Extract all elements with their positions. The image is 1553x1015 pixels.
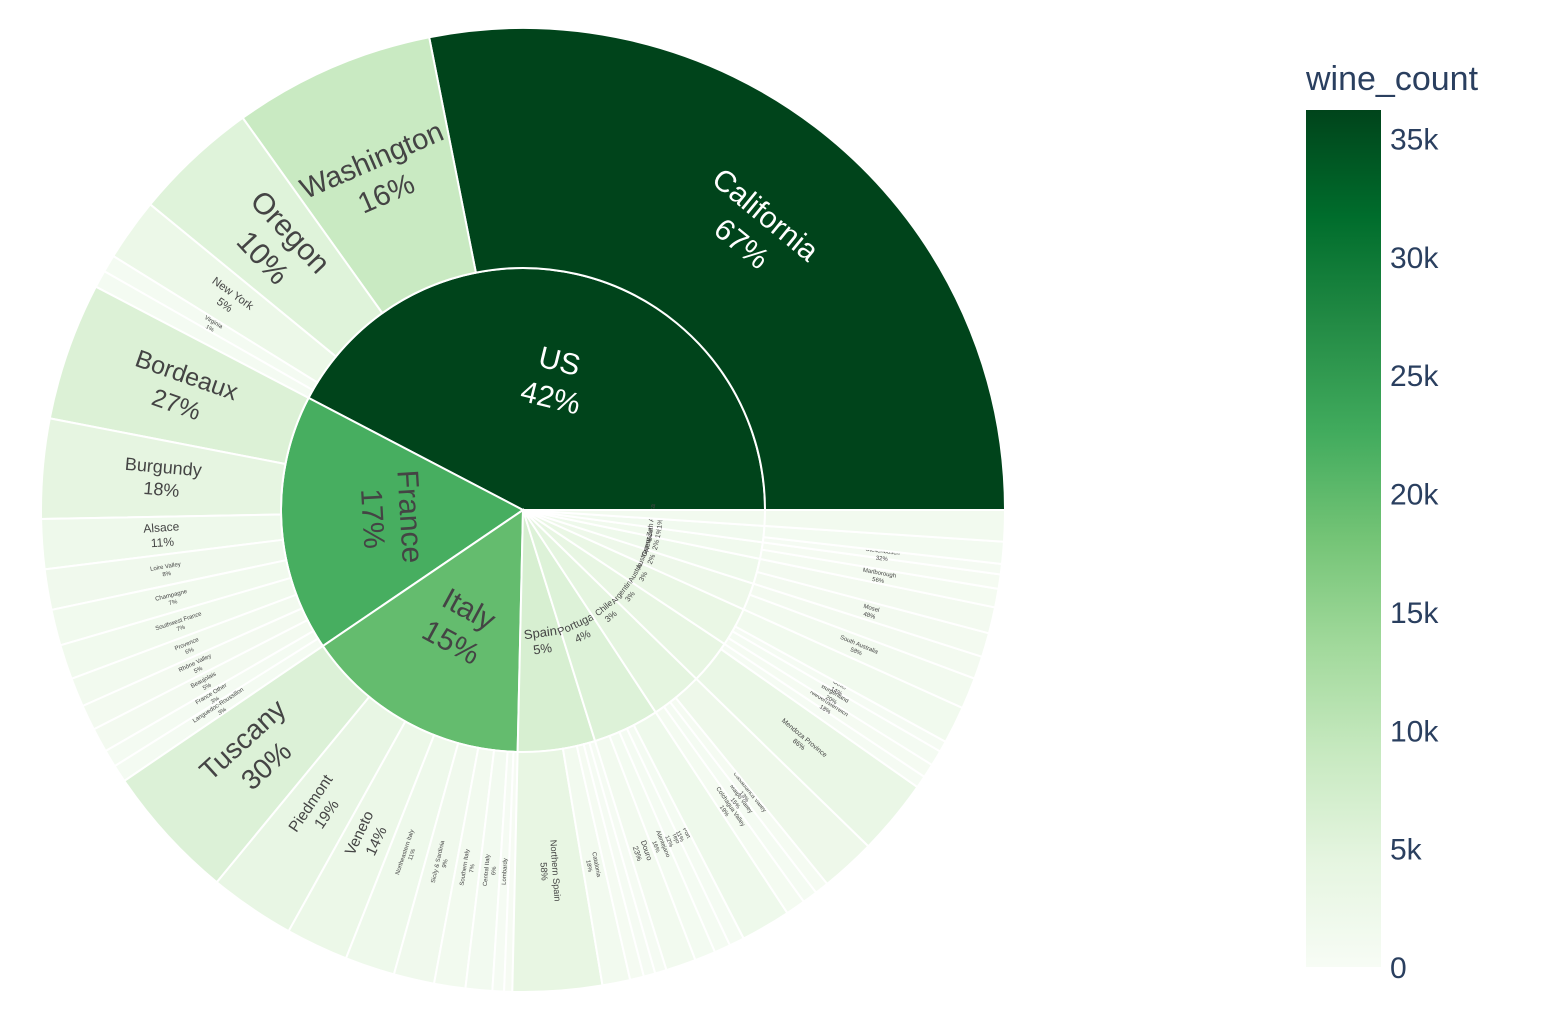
country-label-france: France17% <box>353 469 429 566</box>
colorbar-tick-label: 0 <box>1390 952 1407 985</box>
region-slice-california[interactable] <box>427 27 1007 511</box>
colorbar-gradient <box>1306 110 1381 967</box>
colorbar-tick-label: 5k <box>1390 834 1423 867</box>
colorbar-tick-label: 25k <box>1390 360 1439 393</box>
country-label-south-africa: South Africa1% <box>646 504 665 543</box>
region-label-loire-valley: Loire Valley8% <box>150 561 183 579</box>
region-slice-segment[interactable] <box>763 509 1007 543</box>
colorbar-tick-label: 10k <box>1390 715 1439 748</box>
region-label-southern-italy: Southern Italy7% <box>459 849 478 888</box>
region-label-tejo: Tejo12% <box>664 832 682 849</box>
region-label-catalonia: Catalonia18% <box>583 852 601 880</box>
colorbar-tick-label: 30k <box>1390 242 1439 275</box>
region-label-port: Port11% <box>674 827 692 844</box>
colorbar-ticks: 0 5k 10k 15k 20k 25k 30k 35k <box>1390 123 1439 985</box>
country-label-spain: Spain5% <box>523 623 560 659</box>
colorbar: wine_count 0 5k 10k 15k 20k 25k 30k 35k <box>1305 60 1479 985</box>
colorbar-title: wine_count <box>1305 60 1479 98</box>
region-label-northern-spain: Northern Spain58% <box>536 839 562 902</box>
region-label-central-italy: Central Italy6% <box>482 854 498 887</box>
colorbar-tick-label: 20k <box>1390 479 1439 512</box>
region-label-lombardy: Lombardy <box>501 858 508 885</box>
colorbar-tick-label: 35k <box>1390 123 1439 156</box>
colorbar-tick-label: 15k <box>1390 597 1439 630</box>
region-label-mosel: Mosel48% <box>861 602 881 621</box>
sunburst-rings: California67%Washington16%Oregon10%New Y… <box>40 27 1007 993</box>
region-label-alsace: Alsace11% <box>143 519 181 550</box>
